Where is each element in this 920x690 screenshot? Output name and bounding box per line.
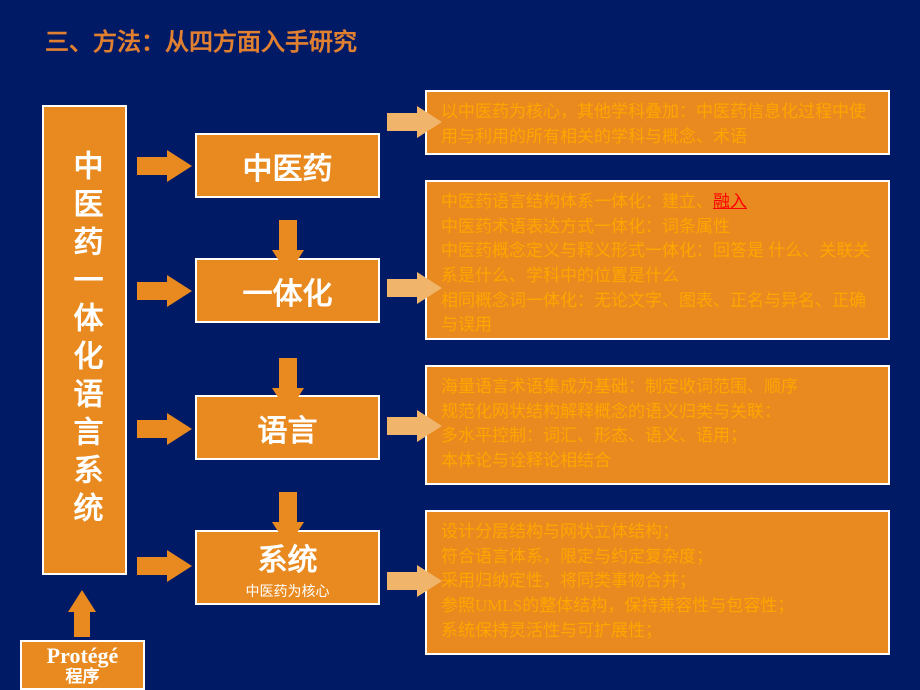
arrow-right-icon — [167, 275, 192, 307]
d4-l5: 系统保持灵活性与可扩展性； — [441, 621, 662, 640]
arrow-right-icon — [167, 413, 192, 445]
protege-label: Protégé — [47, 644, 119, 668]
page-title: 三、方法：从四方面入手研究 — [45, 22, 357, 57]
arrow-down-icon — [272, 250, 304, 275]
arrow-down-icon — [272, 388, 304, 413]
main-system-box: 中医药一体化语言系统 — [42, 105, 127, 575]
mid-label-2: 一体化 — [243, 269, 333, 313]
detail-text-1: 以中医药为核心，其他学科叠加：中医药信息化过程中使用与利用的所有相关的学科与概念… — [441, 100, 874, 149]
d3-l1: 海量语言术语集成为基础：制定收词范围、顺序 — [441, 377, 798, 396]
detail-box-3: 海量语言术语集成为基础：制定收词范围、顺序 规范化网状结构解释概念的语义归类与关… — [425, 365, 890, 485]
d3-l2: 规范化网状结构解释概念的语义归类与关联： — [441, 402, 781, 421]
d2-l2: 中医药术语表达方式一体化：词条属性 — [441, 217, 730, 236]
detail-text-4: 设计分层结构与网状立体结构； 符合语言体系，限定与约定复杂度； 采用归纳定性，将… — [441, 520, 794, 643]
arrow-right-icon — [417, 106, 442, 138]
protege-box: Protégé 程序 — [20, 640, 145, 690]
d3-l4: 本体论与诠释论相结合 — [441, 451, 611, 470]
mid-sublabel-4: 中医药为核心 — [246, 581, 330, 601]
detail-box-2: 中医药语言结构体系一体化：建立、融入 中医药术语表达方式一体化：词条属性 中医药… — [425, 180, 890, 340]
d4-l1: 设计分层结构与网状立体结构； — [441, 522, 679, 541]
arrow-right-icon — [417, 565, 442, 597]
d4-l4: 参照UMLS的整体结构，保持兼容性与包容性； — [441, 596, 794, 615]
detail-text-3: 海量语言术语集成为基础：制定收词范围、顺序 规范化网状结构解释概念的语义归类与关… — [441, 375, 798, 474]
detail-box-4: 设计分层结构与网状立体结构； 符合语言体系，限定与约定复杂度； 采用归纳定性，将… — [425, 510, 890, 655]
d2-link[interactable]: 融入 — [713, 192, 747, 211]
arrow-right-icon — [417, 272, 442, 304]
protege-sublabel: 程序 — [66, 668, 100, 687]
d2-pre: 中医药语言结构体系一体化：建立、 — [441, 192, 713, 211]
d2-l4: 相同概念词一体化：无论文字、图表、正名与异名、正确与误用 — [441, 289, 874, 338]
mid-label-1: 中医药 — [243, 144, 333, 188]
arrow-right-icon — [417, 410, 442, 442]
d2-l3: 中医药概念定义与释义形式一体化：回答是 什么、关联关系是什么、学科中的位置是什么 — [441, 239, 874, 288]
d4-l2: 符合语言体系，限定与约定复杂度； — [441, 547, 713, 566]
mid-box-tcm: 中医药 — [195, 133, 380, 198]
arrow-down-icon — [272, 522, 304, 547]
d3-l3: 多水平控制：词汇、形态、语义、语用； — [441, 426, 747, 445]
arrow-up-icon — [68, 590, 96, 612]
detail-box-1: 以中医药为核心，其他学科叠加：中医药信息化过程中使用与利用的所有相关的学科与概念… — [425, 90, 890, 155]
detail-text-2: 中医药语言结构体系一体化：建立、融入 中医药术语表达方式一体化：词条属性 中医药… — [441, 190, 874, 338]
d4-l3: 采用归纳定性，将同类事物合并； — [441, 571, 696, 590]
arrow-right-icon — [167, 550, 192, 582]
arrow-right-icon — [167, 150, 192, 182]
